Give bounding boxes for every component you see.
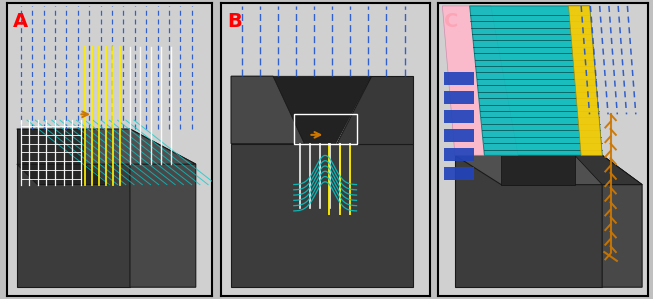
Polygon shape <box>231 76 304 144</box>
Polygon shape <box>575 155 642 185</box>
Polygon shape <box>17 129 85 164</box>
Bar <box>445 110 474 123</box>
Polygon shape <box>130 129 196 287</box>
Polygon shape <box>455 155 642 185</box>
Polygon shape <box>17 164 110 185</box>
Polygon shape <box>569 6 602 155</box>
Polygon shape <box>470 6 602 155</box>
Polygon shape <box>17 129 130 287</box>
Polygon shape <box>17 129 196 164</box>
Text: C: C <box>445 12 459 31</box>
Polygon shape <box>602 155 642 287</box>
Polygon shape <box>455 155 602 287</box>
Polygon shape <box>442 6 518 155</box>
Polygon shape <box>231 144 413 287</box>
Bar <box>445 72 474 85</box>
Bar <box>445 167 474 180</box>
Bar <box>445 129 474 142</box>
Bar <box>445 91 474 104</box>
Polygon shape <box>502 155 575 185</box>
Polygon shape <box>336 76 413 144</box>
Bar <box>445 148 474 161</box>
Polygon shape <box>231 76 304 144</box>
Text: A: A <box>12 12 28 31</box>
Polygon shape <box>273 76 371 144</box>
Text: B: B <box>227 12 242 31</box>
